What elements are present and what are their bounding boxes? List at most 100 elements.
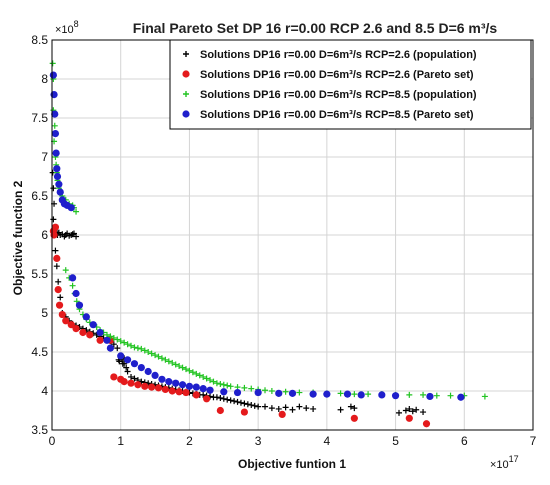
data-point xyxy=(67,321,75,329)
y-tick-label: 4.5 xyxy=(31,345,48,359)
data-point xyxy=(275,405,282,412)
data-point xyxy=(457,393,465,401)
x-tick-label: 3 xyxy=(255,434,262,448)
x-axis-label: Objective funtion 1 xyxy=(238,457,346,471)
data-point xyxy=(178,381,187,389)
data-point xyxy=(303,405,310,412)
data-point xyxy=(179,364,186,371)
data-point xyxy=(192,383,200,391)
data-point xyxy=(69,282,76,289)
x-multiplier-exp: 17 xyxy=(509,454,519,464)
data-point xyxy=(227,383,234,390)
data-point xyxy=(193,370,200,377)
data-point xyxy=(396,409,403,416)
y-axis-label: Objective function 2 xyxy=(11,180,25,295)
data-point xyxy=(52,247,59,254)
data-point xyxy=(268,405,275,412)
data-point xyxy=(402,407,409,414)
data-point xyxy=(110,334,117,341)
data-point xyxy=(213,380,220,387)
data-point xyxy=(189,369,196,376)
data-point xyxy=(282,388,289,395)
data-point xyxy=(231,398,238,405)
data-point xyxy=(53,165,61,173)
data-point xyxy=(49,71,57,79)
data-point xyxy=(337,390,344,397)
x-tick-label: 6 xyxy=(461,434,468,448)
data-point xyxy=(248,402,255,409)
data-point xyxy=(165,378,173,386)
data-point xyxy=(162,356,169,363)
data-point xyxy=(378,391,386,399)
data-point xyxy=(73,208,80,215)
data-point xyxy=(51,122,58,129)
data-point xyxy=(79,328,87,337)
data-point xyxy=(365,391,372,398)
data-point xyxy=(144,367,152,376)
data-point xyxy=(185,382,194,390)
data-point xyxy=(413,406,420,413)
x-tick-label: 1 xyxy=(117,434,124,448)
data-point xyxy=(234,398,241,405)
data-point xyxy=(282,404,289,411)
data-point xyxy=(210,378,217,385)
y-tick-label: 8.5 xyxy=(31,33,48,47)
data-point xyxy=(114,345,121,352)
data-point xyxy=(55,301,64,309)
data-point xyxy=(50,216,57,223)
data-point xyxy=(337,406,344,413)
legend-marker xyxy=(183,91,189,97)
legend: Solutions DP16 r=0.00 D=6m³/s RCP=2.6 (p… xyxy=(169,39,532,130)
data-point xyxy=(134,345,141,352)
data-point xyxy=(62,317,70,325)
data-point xyxy=(96,328,104,337)
data-point xyxy=(241,400,248,407)
data-point xyxy=(51,130,60,138)
chart-title: Final Pareto Set DP 16 r=0.00 RCP 2.6 an… xyxy=(133,20,498,36)
data-point xyxy=(73,233,80,240)
series-1 xyxy=(49,169,427,416)
data-point xyxy=(152,352,159,359)
data-point xyxy=(323,390,331,398)
data-point xyxy=(158,355,165,362)
data-point xyxy=(117,352,125,360)
data-point xyxy=(72,325,80,333)
legend-box xyxy=(169,39,532,130)
y-tick-label: 6 xyxy=(41,228,48,242)
data-point xyxy=(433,392,440,399)
data-point xyxy=(244,401,251,408)
data-point xyxy=(56,188,64,196)
data-point xyxy=(405,414,413,422)
y-tick-label: 5.5 xyxy=(31,267,48,281)
y-tick-label: 6.5 xyxy=(31,189,48,203)
data-point xyxy=(241,384,248,391)
data-point xyxy=(233,388,242,397)
data-point xyxy=(172,361,179,368)
legend-entry: Solutions DP16 r=0.00 D=6m³/s RCP=8.5 (p… xyxy=(200,89,477,101)
y-multiplier-base: ×10 xyxy=(55,24,74,36)
data-point xyxy=(296,403,303,410)
data-point xyxy=(128,373,135,380)
data-point xyxy=(309,390,317,398)
data-point xyxy=(203,395,211,403)
data-point xyxy=(130,360,139,368)
y-axis-multiplier: ×108 xyxy=(55,19,79,36)
x-axis-multiplier: ×1017 xyxy=(490,454,519,471)
data-marks xyxy=(49,60,488,428)
data-point xyxy=(55,180,63,188)
data-point xyxy=(186,367,193,374)
data-point xyxy=(138,345,145,352)
data-point xyxy=(426,392,434,401)
y-tick-label: 7.5 xyxy=(31,111,48,125)
data-point xyxy=(216,406,224,415)
data-point xyxy=(114,336,121,343)
data-point xyxy=(406,391,413,398)
data-point xyxy=(103,336,111,344)
data-point xyxy=(192,391,200,399)
x-tick-label: 5 xyxy=(392,434,399,448)
legend-entry: Solutions DP16 r=0.00 D=6m³/s RCP=2.6 (P… xyxy=(200,69,474,81)
data-point xyxy=(199,385,207,393)
data-point xyxy=(217,380,224,387)
data-point xyxy=(86,331,94,339)
legend-entry: Solutions DP16 r=0.00 D=6m³/s RCP=2.6 (p… xyxy=(200,49,477,61)
